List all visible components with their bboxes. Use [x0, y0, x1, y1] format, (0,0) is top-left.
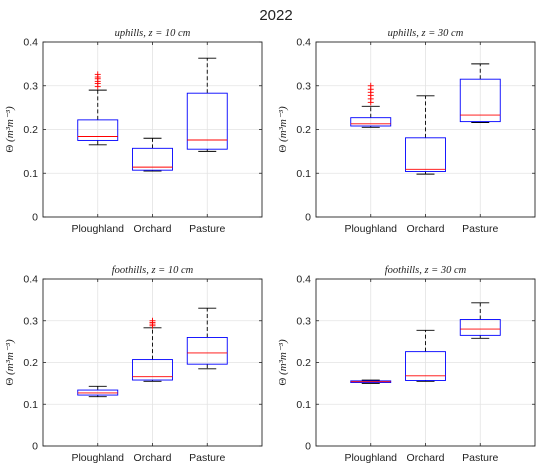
plot-panel-2: Ploughland Orchard Pasture 0 0.1 0.2 0.3 0.4 uph… — [277, 28, 536, 235]
outlier-marker — [149, 317, 156, 324]
boxplot-pasture — [186, 57, 228, 152]
y-tick-label: 0.1 — [296, 399, 311, 411]
panel-title: uphills, z = 30 cm — [388, 28, 464, 39]
boxplot-ploughland — [350, 82, 392, 128]
y-tick-label: 0 — [32, 441, 38, 453]
y-axis-label-unit: (m³m⁻³) — [4, 339, 16, 375]
y-tick-label: 0 — [305, 441, 311, 453]
y-axis-label-unit: (m³m⁻³) — [4, 106, 16, 142]
panel-title-depth: , z = 30 cm — [419, 265, 466, 276]
plot-panel-4: Ploughland Orchard Pasture 0 0.1 0.2 0.3 0.4 foo… — [277, 265, 536, 464]
iqr-box — [132, 359, 173, 381]
x-tick-label: Pasture — [462, 452, 498, 464]
y-tick-label: 0.2 — [23, 357, 38, 369]
panel-title-depth: , z = 10 cm — [143, 28, 190, 39]
panel-title-depth: , z = 30 cm — [416, 28, 463, 39]
boxplot-orchard — [405, 329, 446, 382]
boxplot-orchard — [132, 317, 173, 382]
plot-panel-1: Ploughland Orchard Pasture 0 0.1 0.2 0.3 0.4 uph… — [4, 28, 263, 235]
y-tick-label: 0.1 — [23, 399, 38, 411]
boxplot-pasture — [459, 63, 501, 123]
outlier-marker — [94, 71, 101, 78]
x-tick-label: Orchard — [134, 452, 172, 464]
y-tick-label: 0.2 — [296, 357, 311, 369]
boxplot-pasture — [186, 307, 228, 370]
x-tick-label: Ploughland — [344, 223, 397, 235]
y-tick-label: 0.1 — [23, 168, 38, 180]
boxplot-pasture — [459, 302, 501, 339]
boxplot-orchard — [132, 137, 173, 172]
y-tick-label: 0.4 — [296, 37, 311, 49]
outlier-marker — [367, 82, 374, 89]
y-tick-label: 0.4 — [23, 37, 38, 49]
plot-frame — [315, 278, 536, 447]
y-tick-label: 0.4 — [296, 274, 311, 286]
y-tick-label: 0 — [32, 212, 38, 224]
panel-title-site: uphills — [388, 28, 417, 39]
plot-frame — [315, 41, 536, 218]
plot-frame — [42, 278, 263, 447]
y-tick-label: 0.1 — [296, 168, 311, 180]
iqr-box — [459, 78, 501, 123]
y-tick-label: 0.3 — [296, 80, 311, 92]
x-tick-label: Pasture — [189, 452, 225, 464]
y-axis-label-symbol: Θ — [4, 375, 16, 386]
plot-frame — [42, 41, 263, 218]
panel-title-site: foothills — [112, 265, 146, 276]
boxplot-ploughland — [350, 379, 392, 384]
y-axis-label-unit: (m³m⁻³) — [277, 339, 289, 375]
x-tick-label: Ploughland — [71, 452, 124, 464]
y-axis-label-symbol: Θ — [277, 142, 289, 153]
x-tick-label: Pasture — [462, 223, 498, 235]
y-tick-label: 0 — [305, 212, 311, 224]
x-tick-label: Pasture — [189, 223, 225, 235]
panel-title-depth: , z = 10 cm — [146, 265, 193, 276]
figure-title: 2022 — [259, 7, 292, 24]
iqr-box — [405, 137, 446, 172]
y-axis-label: Θ (m³m⁻³) — [277, 339, 289, 386]
y-axis-label-unit: (m³m⁻³) — [277, 106, 289, 142]
y-tick-label: 0.3 — [23, 315, 38, 327]
panel-title: foothills, z = 10 cm — [112, 265, 194, 276]
y-axis-label: Θ (m³m⁻³) — [4, 106, 16, 153]
boxplot-ploughland — [77, 71, 119, 146]
panel-title-site: uphills — [115, 28, 144, 39]
boxplot-ploughland — [77, 385, 119, 398]
y-axis-label: Θ (m³m⁻³) — [277, 106, 289, 153]
x-tick-label: Orchard — [134, 223, 172, 235]
y-tick-label: 0.2 — [296, 124, 311, 136]
y-axis-label-symbol: Θ — [4, 142, 16, 153]
x-tick-label: Ploughland — [344, 452, 397, 464]
x-tick-label: Orchard — [407, 452, 445, 464]
iqr-box — [459, 319, 501, 336]
y-axis-label: Θ (m³m⁻³) — [4, 339, 16, 386]
iqr-box — [405, 351, 446, 381]
y-tick-label: 0.2 — [23, 124, 38, 136]
iqr-box — [186, 92, 228, 150]
x-tick-label: Orchard — [407, 223, 445, 235]
boxplot-orchard — [405, 95, 446, 175]
iqr-box — [132, 147, 173, 171]
y-axis-label-symbol: Θ — [277, 375, 289, 386]
y-tick-label: 0.3 — [23, 80, 38, 92]
x-tick-label: Ploughland — [71, 223, 124, 235]
iqr-box — [350, 117, 392, 127]
y-tick-label: 0.3 — [296, 315, 311, 327]
plot-panel-3: Ploughland Orchard Pasture 0 0.1 0.2 0.3 0.4 foo… — [4, 265, 263, 464]
panel-title-site: foothills — [385, 265, 419, 276]
iqr-box — [186, 337, 228, 365]
iqr-box — [77, 119, 119, 141]
panel-title: foothills, z = 30 cm — [385, 265, 467, 276]
panel-title: uphills, z = 10 cm — [115, 28, 191, 39]
y-tick-label: 0.4 — [23, 274, 38, 286]
